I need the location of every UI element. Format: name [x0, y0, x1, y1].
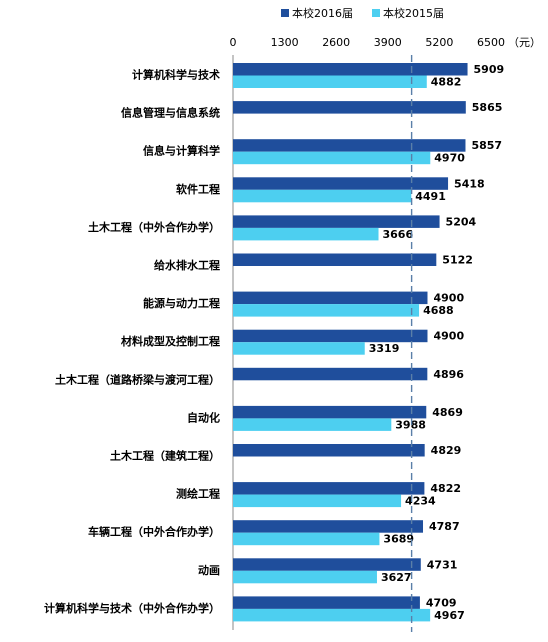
value-label-2015: 4970 — [434, 152, 465, 165]
bar-2016 — [233, 329, 428, 343]
value-label-2016: 4787 — [429, 520, 460, 533]
category-label: 车辆工程（中外合作办学） — [88, 525, 220, 539]
bar-2016 — [233, 558, 421, 571]
category-group: 土木工程（道路桥梁与渡河工程） 4896 — [55, 367, 464, 386]
value-label-2015: 4688 — [423, 304, 454, 317]
legend-label-2015: 本校2015届 — [383, 6, 444, 20]
value-label-2016: 5857 — [471, 139, 502, 152]
bar-2016 — [233, 291, 428, 305]
value-label-2016: 4829 — [431, 444, 462, 457]
category-group: 材料成型及控制工程 4900 3319 — [121, 329, 464, 355]
value-label-2016: 4869 — [432, 406, 463, 419]
category-label: 土木工程（中外合作办学） — [88, 220, 220, 234]
category-label: 土木工程（道路桥梁与渡河工程） — [55, 372, 220, 386]
category-label: 信息管理与信息系统 — [121, 106, 220, 120]
value-label-2015: 4882 — [431, 76, 462, 89]
x-tick-label: 5200 — [425, 36, 453, 49]
bar-2015 — [233, 75, 427, 88]
value-label-2015: 4234 — [405, 495, 436, 508]
category-label: 给水排水工程 — [154, 258, 220, 272]
category-label: 自动化 — [187, 410, 220, 424]
x-tick-label: 3900 — [374, 36, 402, 49]
x-tick-label: 1300 — [271, 36, 299, 49]
category-label: 计算机科学与技术（中外合作办学） — [44, 601, 220, 615]
value-label-2015: 3988 — [395, 418, 426, 431]
bar-2016 — [233, 596, 420, 609]
value-label-2016: 5865 — [472, 101, 503, 114]
x-tick-label: 6500 — [477, 36, 505, 49]
category-group: 车辆工程（中外合作办学） 4787 3689 — [88, 520, 460, 546]
value-label-2016: 4900 — [433, 292, 464, 305]
category-label: 测绘工程 — [176, 487, 220, 501]
value-label-2015: 3666 — [383, 228, 414, 241]
value-label-2016: 5122 — [442, 254, 473, 267]
category-group: 信息管理与信息系统 5865 — [121, 101, 502, 120]
category-group: 自动化 4869 3988 — [187, 405, 463, 431]
x-tick-label: 0 — [230, 36, 237, 49]
bar-2015 — [233, 304, 420, 317]
bar-2015 — [233, 227, 379, 241]
category-label: 动画 — [198, 563, 220, 577]
value-label-2015: 4967 — [434, 609, 465, 622]
category-label: 能源与动力工程 — [143, 296, 220, 310]
category-label: 材料成型及控制工程 — [121, 334, 220, 348]
bar-2015 — [233, 570, 377, 584]
bar-2016 — [233, 101, 466, 114]
value-label-2015: 3319 — [369, 342, 400, 355]
bar-2016 — [233, 444, 425, 457]
bar-2015 — [233, 151, 431, 165]
bar-2016 — [233, 520, 424, 533]
category-label: 信息与计算科学 — [143, 144, 220, 158]
bar-2016 — [233, 177, 449, 190]
bar-2015 — [233, 532, 380, 546]
category-label: 计算机科学与技术 — [132, 68, 220, 82]
bar-2016 — [233, 482, 425, 495]
value-label-2016: 4900 — [433, 330, 464, 343]
value-label-2016: 4731 — [427, 558, 458, 571]
bar-2016 — [233, 405, 427, 419]
bar-2016 — [233, 215, 440, 228]
value-label-2016: 5909 — [474, 63, 505, 76]
x-tick-label: 2600 — [322, 36, 350, 49]
category-label: 软件工程 — [176, 182, 220, 196]
category-group: 土木工程（中外合作办学） 5204 3666 — [88, 215, 477, 241]
bar-2015 — [233, 608, 431, 622]
bar-2015 — [233, 342, 365, 355]
legend-swatch-2015 — [372, 9, 380, 17]
legend: 本校2016届 本校2015届 — [281, 6, 444, 20]
bar-2015 — [233, 189, 412, 203]
category-group: 计算机科学与技术 5909 4882 — [132, 63, 504, 89]
value-label-2016: 4896 — [433, 368, 464, 381]
value-label-2016: 5418 — [454, 177, 485, 190]
category-group: 软件工程 5418 4491 — [176, 177, 485, 203]
category-group: 动画 4731 3627 — [198, 558, 457, 584]
bar-2016 — [233, 367, 428, 381]
legend-swatch-2016 — [281, 9, 289, 17]
category-label: 土木工程（建筑工程） — [110, 449, 220, 463]
bar-2015 — [233, 494, 402, 508]
x-axis: 0 1300 2600 3900 5200 6500 — [230, 36, 506, 49]
value-label-2015: 3689 — [383, 533, 414, 546]
value-label-2015: 3627 — [381, 571, 412, 584]
bar-2016 — [233, 139, 466, 152]
category-group: 给水排水工程 5122 — [154, 253, 473, 272]
legend-label-2016: 本校2016届 — [292, 6, 353, 20]
category-group: 土木工程（建筑工程） 4829 — [110, 444, 461, 463]
value-label-2016: 4822 — [430, 482, 461, 495]
bars-area: 计算机科学与技术 5909 4882 信息管理与信息系统 5865 信息与计算科学 5857… — [44, 63, 504, 622]
value-label-2016: 4709 — [426, 596, 457, 609]
value-label-2016: 5204 — [446, 215, 477, 228]
bar-2016 — [233, 63, 468, 76]
unit-label: （元） — [508, 36, 541, 49]
category-group: 信息与计算科学 5857 4970 — [143, 139, 502, 165]
value-label-2015: 4491 — [415, 190, 446, 203]
bar-2016 — [233, 253, 437, 266]
bar-2015 — [233, 418, 392, 431]
